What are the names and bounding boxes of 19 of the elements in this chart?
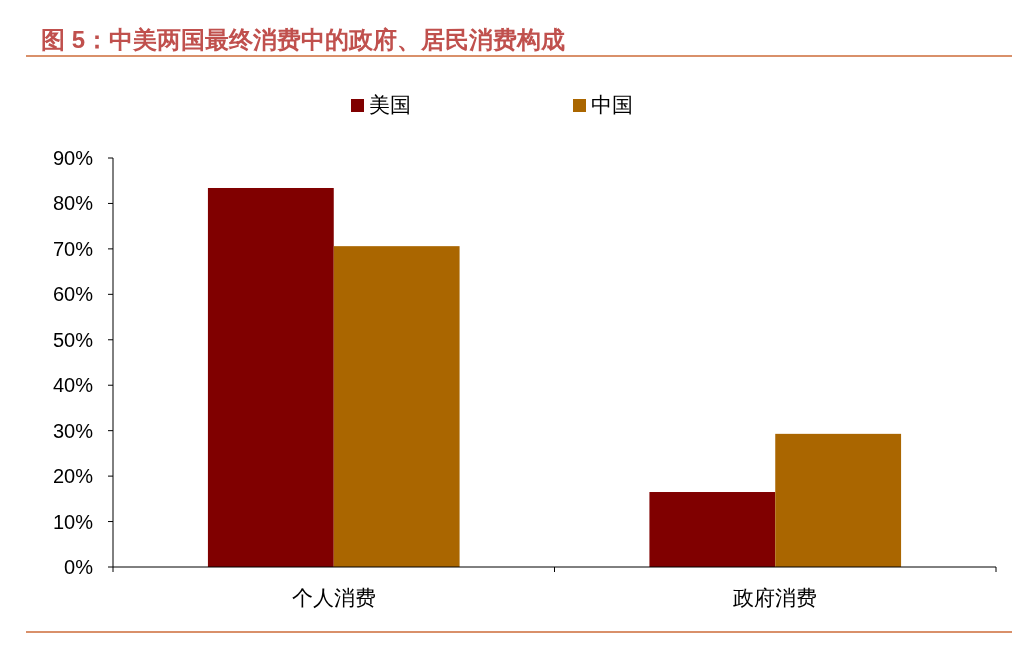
bar bbox=[775, 433, 902, 567]
x-tick-label: 政府消费 bbox=[733, 586, 818, 609]
y-tick-label: 30% bbox=[52, 419, 94, 442]
y-tick-label: 60% bbox=[52, 283, 94, 306]
y-tick-label: 0% bbox=[64, 556, 94, 578]
bar bbox=[649, 492, 776, 567]
y-tick-label: 70% bbox=[52, 237, 94, 260]
legend-label: 中国 bbox=[591, 93, 633, 117]
y-tick-label: 10% bbox=[52, 510, 94, 533]
bar bbox=[333, 246, 460, 567]
bar bbox=[207, 187, 334, 567]
chart-title: 图 5：中美两国最终消费中的政府、居民消费构成 bbox=[41, 26, 566, 53]
y-tick-label: 80% bbox=[52, 192, 94, 215]
y-tick-label: 50% bbox=[52, 328, 94, 351]
legend-label: 美国 bbox=[369, 93, 411, 117]
x-tick-label: 个人消费 bbox=[291, 586, 376, 609]
y-tick-label: 40% bbox=[52, 374, 94, 397]
y-tick-label: 20% bbox=[52, 465, 94, 488]
y-tick-label: 90% bbox=[52, 147, 94, 169]
